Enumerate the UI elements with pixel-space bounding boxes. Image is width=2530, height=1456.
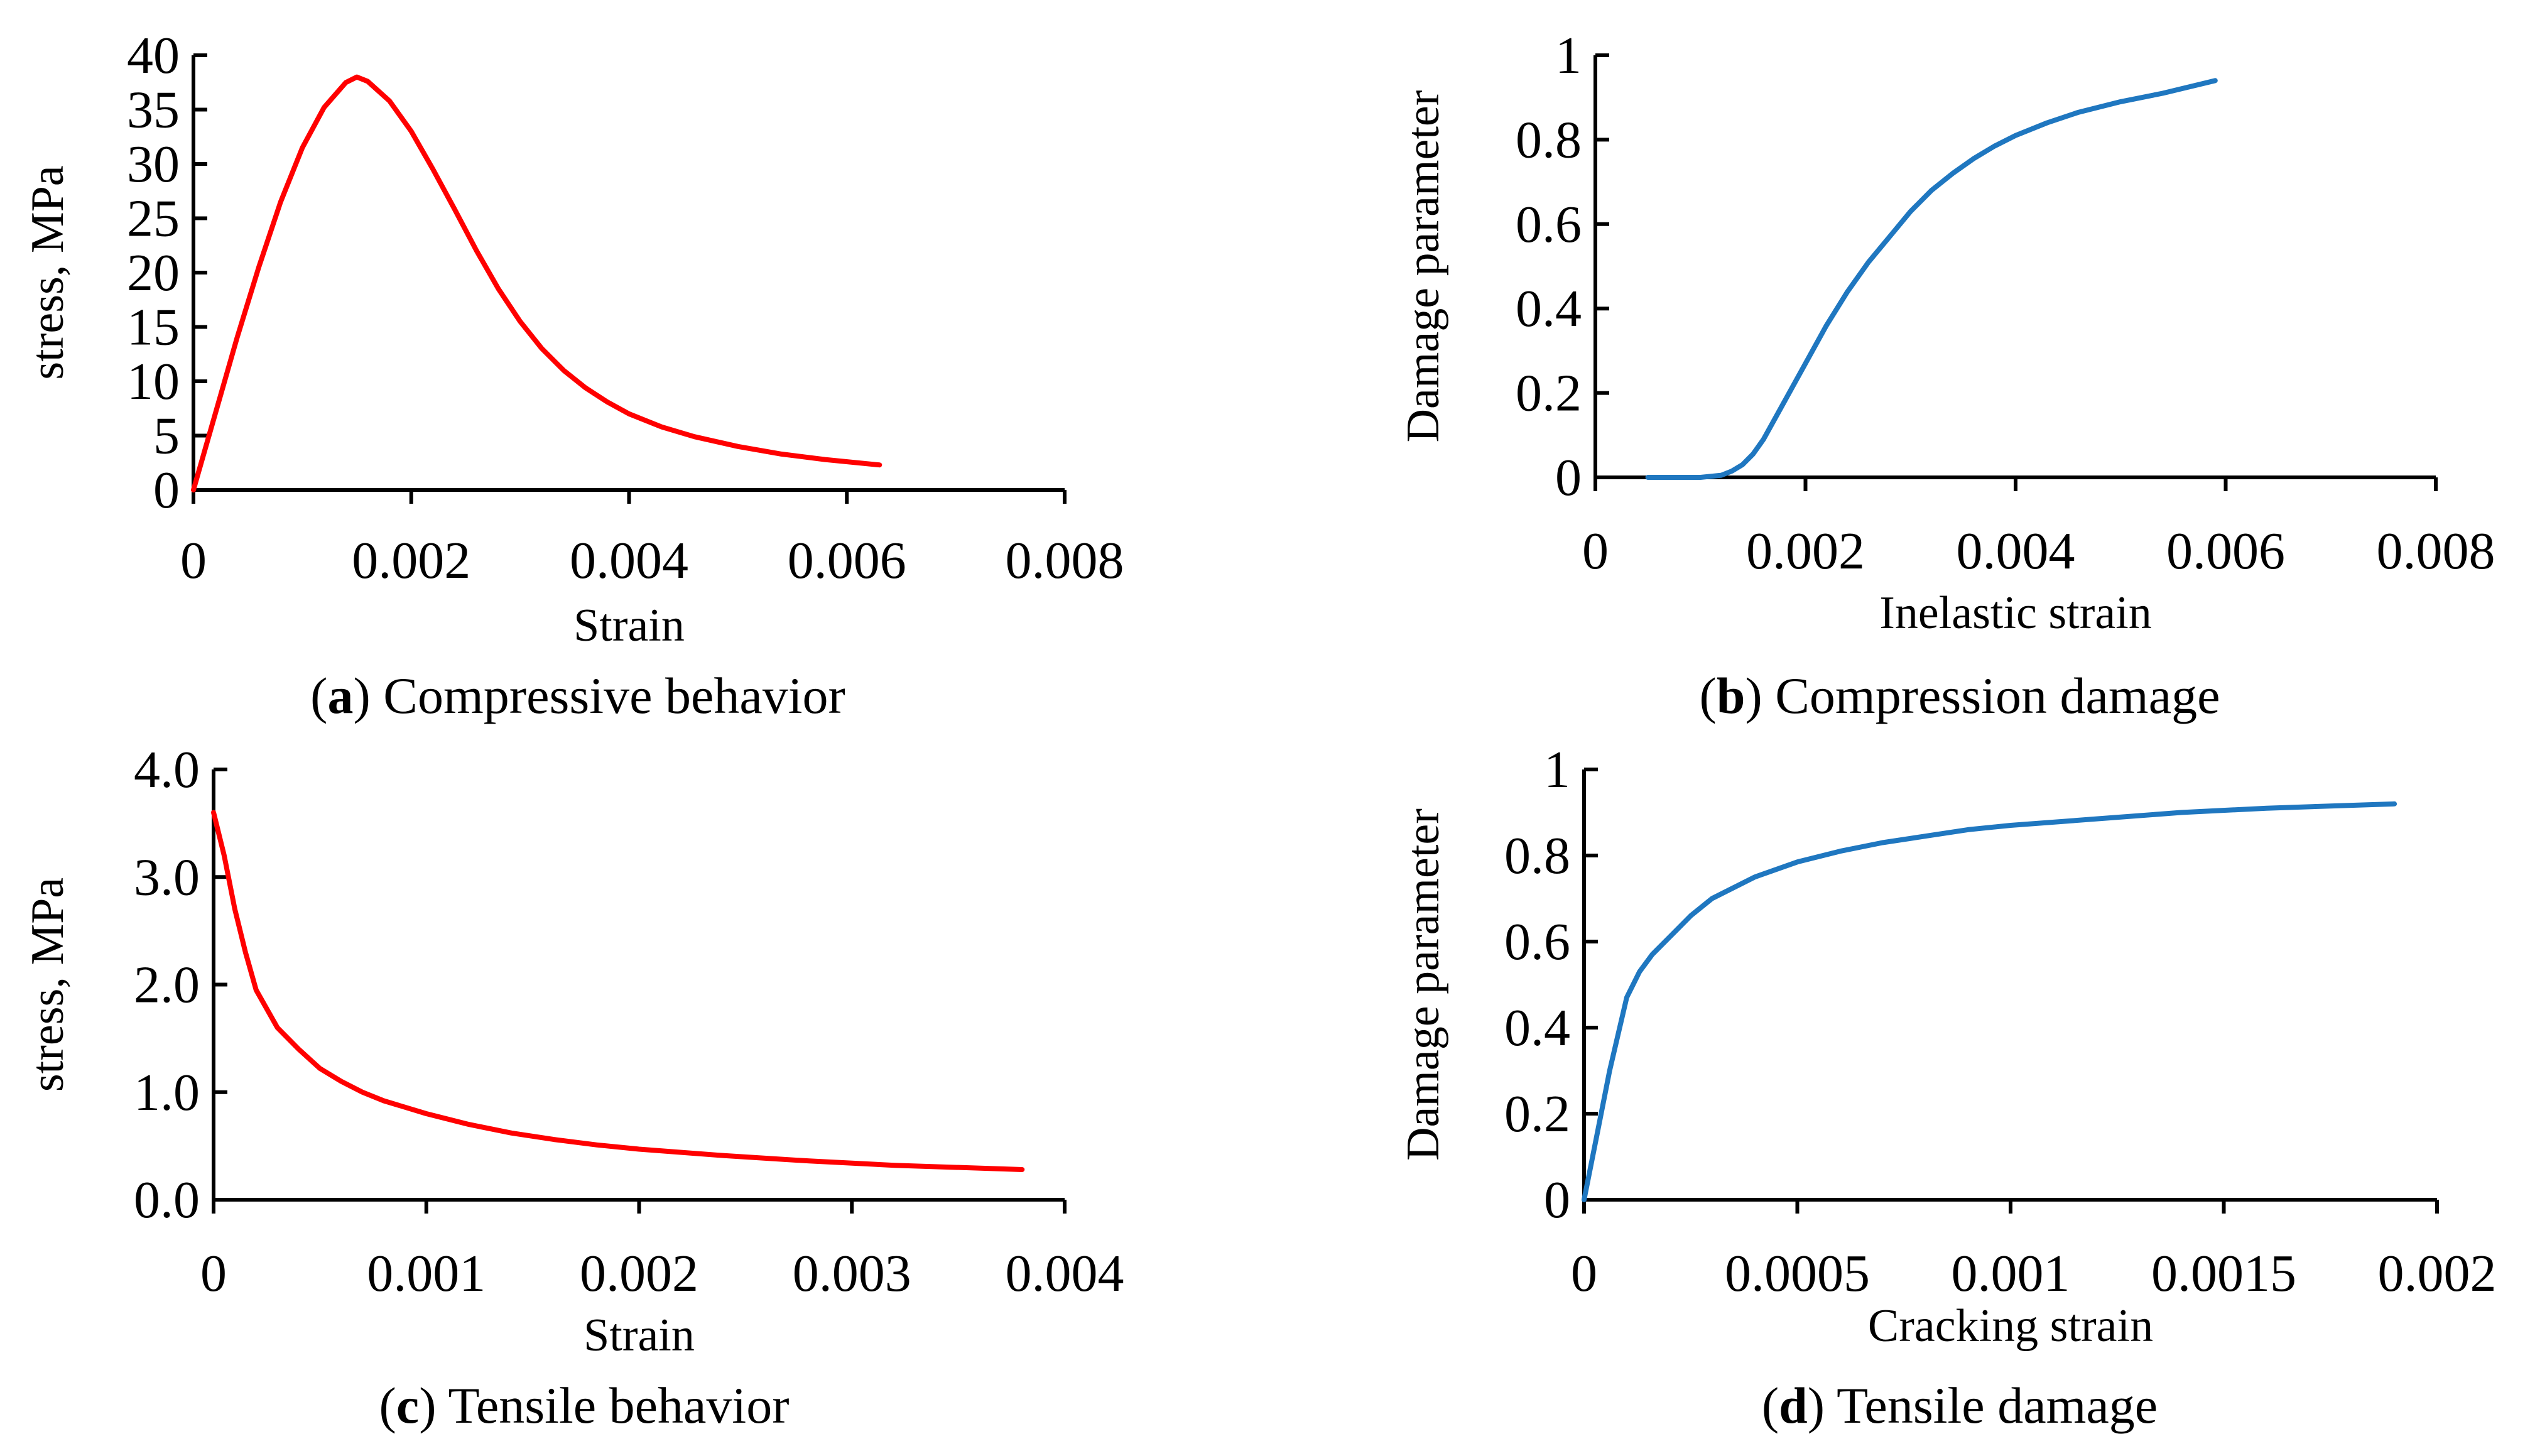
y-tick-label: 10 (127, 352, 180, 411)
panel-caption-d: (d) Tensile damage (1762, 1377, 2158, 1434)
caption-text: Tensile damage (1837, 1377, 2158, 1434)
x-tick-label: 0.006 (2166, 522, 2285, 580)
y-axis-label: Damage parameter (1398, 90, 1449, 443)
x-tick-label: 0.0015 (2151, 1244, 2296, 1303)
y-tick-label: 0 (153, 461, 180, 519)
x-tick-label: 0.008 (1006, 531, 1124, 590)
y-tick-label: 5 (153, 407, 180, 465)
x-tick-label: 0 (1582, 522, 1609, 580)
x-tick-label: 0 (200, 1244, 227, 1303)
caption-paren-close: ) (419, 1377, 448, 1434)
y-tick-label: 20 (127, 244, 180, 302)
x-tick-label: 0 (1571, 1244, 1597, 1303)
caption-letter: c (396, 1377, 419, 1434)
y-tick-label: 35 (127, 81, 180, 139)
y-tick-label: 15 (127, 298, 180, 357)
y-tick-label: 25 (127, 190, 180, 248)
x-axis-label: Cracking strain (1868, 1300, 2153, 1352)
y-tick-label: 1 (1544, 741, 1570, 799)
y-tick-label: 0.8 (1516, 111, 1582, 169)
caption-paren-close: ) (1808, 1377, 1837, 1434)
chart-panel-a: 0 0.002 0.004 0.006 0.0080510152025303540Str… (22, 26, 1124, 724)
caption-text: Compression damage (1775, 667, 2220, 724)
x-axis-label: Inelastic strain (1879, 587, 2152, 639)
y-axis-label: stress, MPa (22, 877, 73, 1092)
y-axis-label: stress, MPa (22, 165, 73, 379)
y-tick-label: 0.8 (1504, 827, 1570, 885)
chart-panel-b: 0 0.002 0.004 0.006 0.008 0 0.2 0.4 0.6 0.8 1 Inela… (1398, 26, 2495, 724)
caption-paren-open: ( (310, 667, 327, 724)
panel-caption-c: (c) Tensile behavior (379, 1377, 789, 1434)
y-tick-label: 0.2 (1516, 364, 1582, 423)
x-tick-label: 0.008 (2377, 522, 2495, 580)
y-tick-label: 0 (1555, 448, 1582, 507)
x-tick-label: 0.001 (1952, 1244, 2070, 1303)
x-tick-label: 0.003 (793, 1244, 911, 1303)
x-tick-label: 0.004 (1006, 1244, 1124, 1303)
caption-paren-close: ) (353, 667, 383, 724)
x-axis-label: Strain (573, 600, 685, 651)
y-tick-label: 1 (1555, 26, 1582, 85)
x-tick-label: 0.0005 (1725, 1244, 1870, 1303)
x-tick-label: 0.004 (570, 531, 688, 590)
y-tick-label: 0.4 (1516, 280, 1582, 338)
x-tick-label: 0.004 (1957, 522, 2075, 580)
y-tick-label: 0 (1544, 1171, 1570, 1229)
caption-letter: b (1717, 667, 1745, 724)
chart-panel-c: 0 0.001 0.002 0.003 0.004 0.0 1.0 2.0 3.0 4.0 Stra… (22, 741, 1124, 1434)
caption-letter: d (1779, 1377, 1808, 1434)
y-axis-label: Damage parameter (1398, 808, 1449, 1161)
y-tick-label: 3.0 (134, 848, 200, 906)
caption-text: Compressive behavior (383, 667, 845, 724)
x-axis-label: Strain (584, 1310, 695, 1361)
caption-paren-open: ( (379, 1377, 396, 1434)
panel-caption-b: (b) Compression damage (1700, 667, 2220, 724)
y-tick-label: 0.4 (1504, 999, 1570, 1057)
y-tick-label: 0.0 (134, 1171, 200, 1229)
x-tick-label: 0.002 (352, 531, 470, 590)
x-tick-label: 0 (180, 531, 207, 590)
x-tick-label: 0.002 (580, 1244, 698, 1303)
x-tick-label: 0.006 (788, 531, 906, 590)
y-tick-label: 30 (127, 135, 180, 193)
caption-paren-open: ( (1700, 667, 1717, 724)
series-line-b (1645, 78, 2218, 480)
y-tick-label: 1.0 (134, 1063, 200, 1122)
caption-paren-open: ( (1762, 1377, 1779, 1434)
y-tick-label: 40 (127, 26, 180, 85)
panel-caption-a: (a) Compressive behavior (310, 667, 845, 724)
y-tick-label: 2.0 (134, 956, 200, 1014)
y-tick-label: 4.0 (134, 741, 200, 799)
series-line-a (191, 74, 882, 492)
series-line-d (1582, 801, 2397, 1202)
y-tick-label: 0.6 (1504, 913, 1570, 971)
y-tick-label: 0.2 (1504, 1085, 1570, 1143)
caption-paren-close: ) (1745, 667, 1775, 724)
caption-letter: a (327, 667, 353, 724)
x-tick-label: 0.001 (367, 1244, 486, 1303)
chart-panel-d: 0 0.0005 0.001 0.0015 0.002 0 0.2 0.4 0.6 0.8 1 Cra… (1398, 741, 2497, 1434)
series-line-c (211, 810, 1025, 1172)
x-tick-label: 0.002 (1746, 522, 1865, 580)
x-tick-label: 0.002 (2378, 1244, 2497, 1303)
caption-text: Tensile behavior (448, 1377, 790, 1434)
y-tick-label: 0.6 (1516, 195, 1582, 254)
